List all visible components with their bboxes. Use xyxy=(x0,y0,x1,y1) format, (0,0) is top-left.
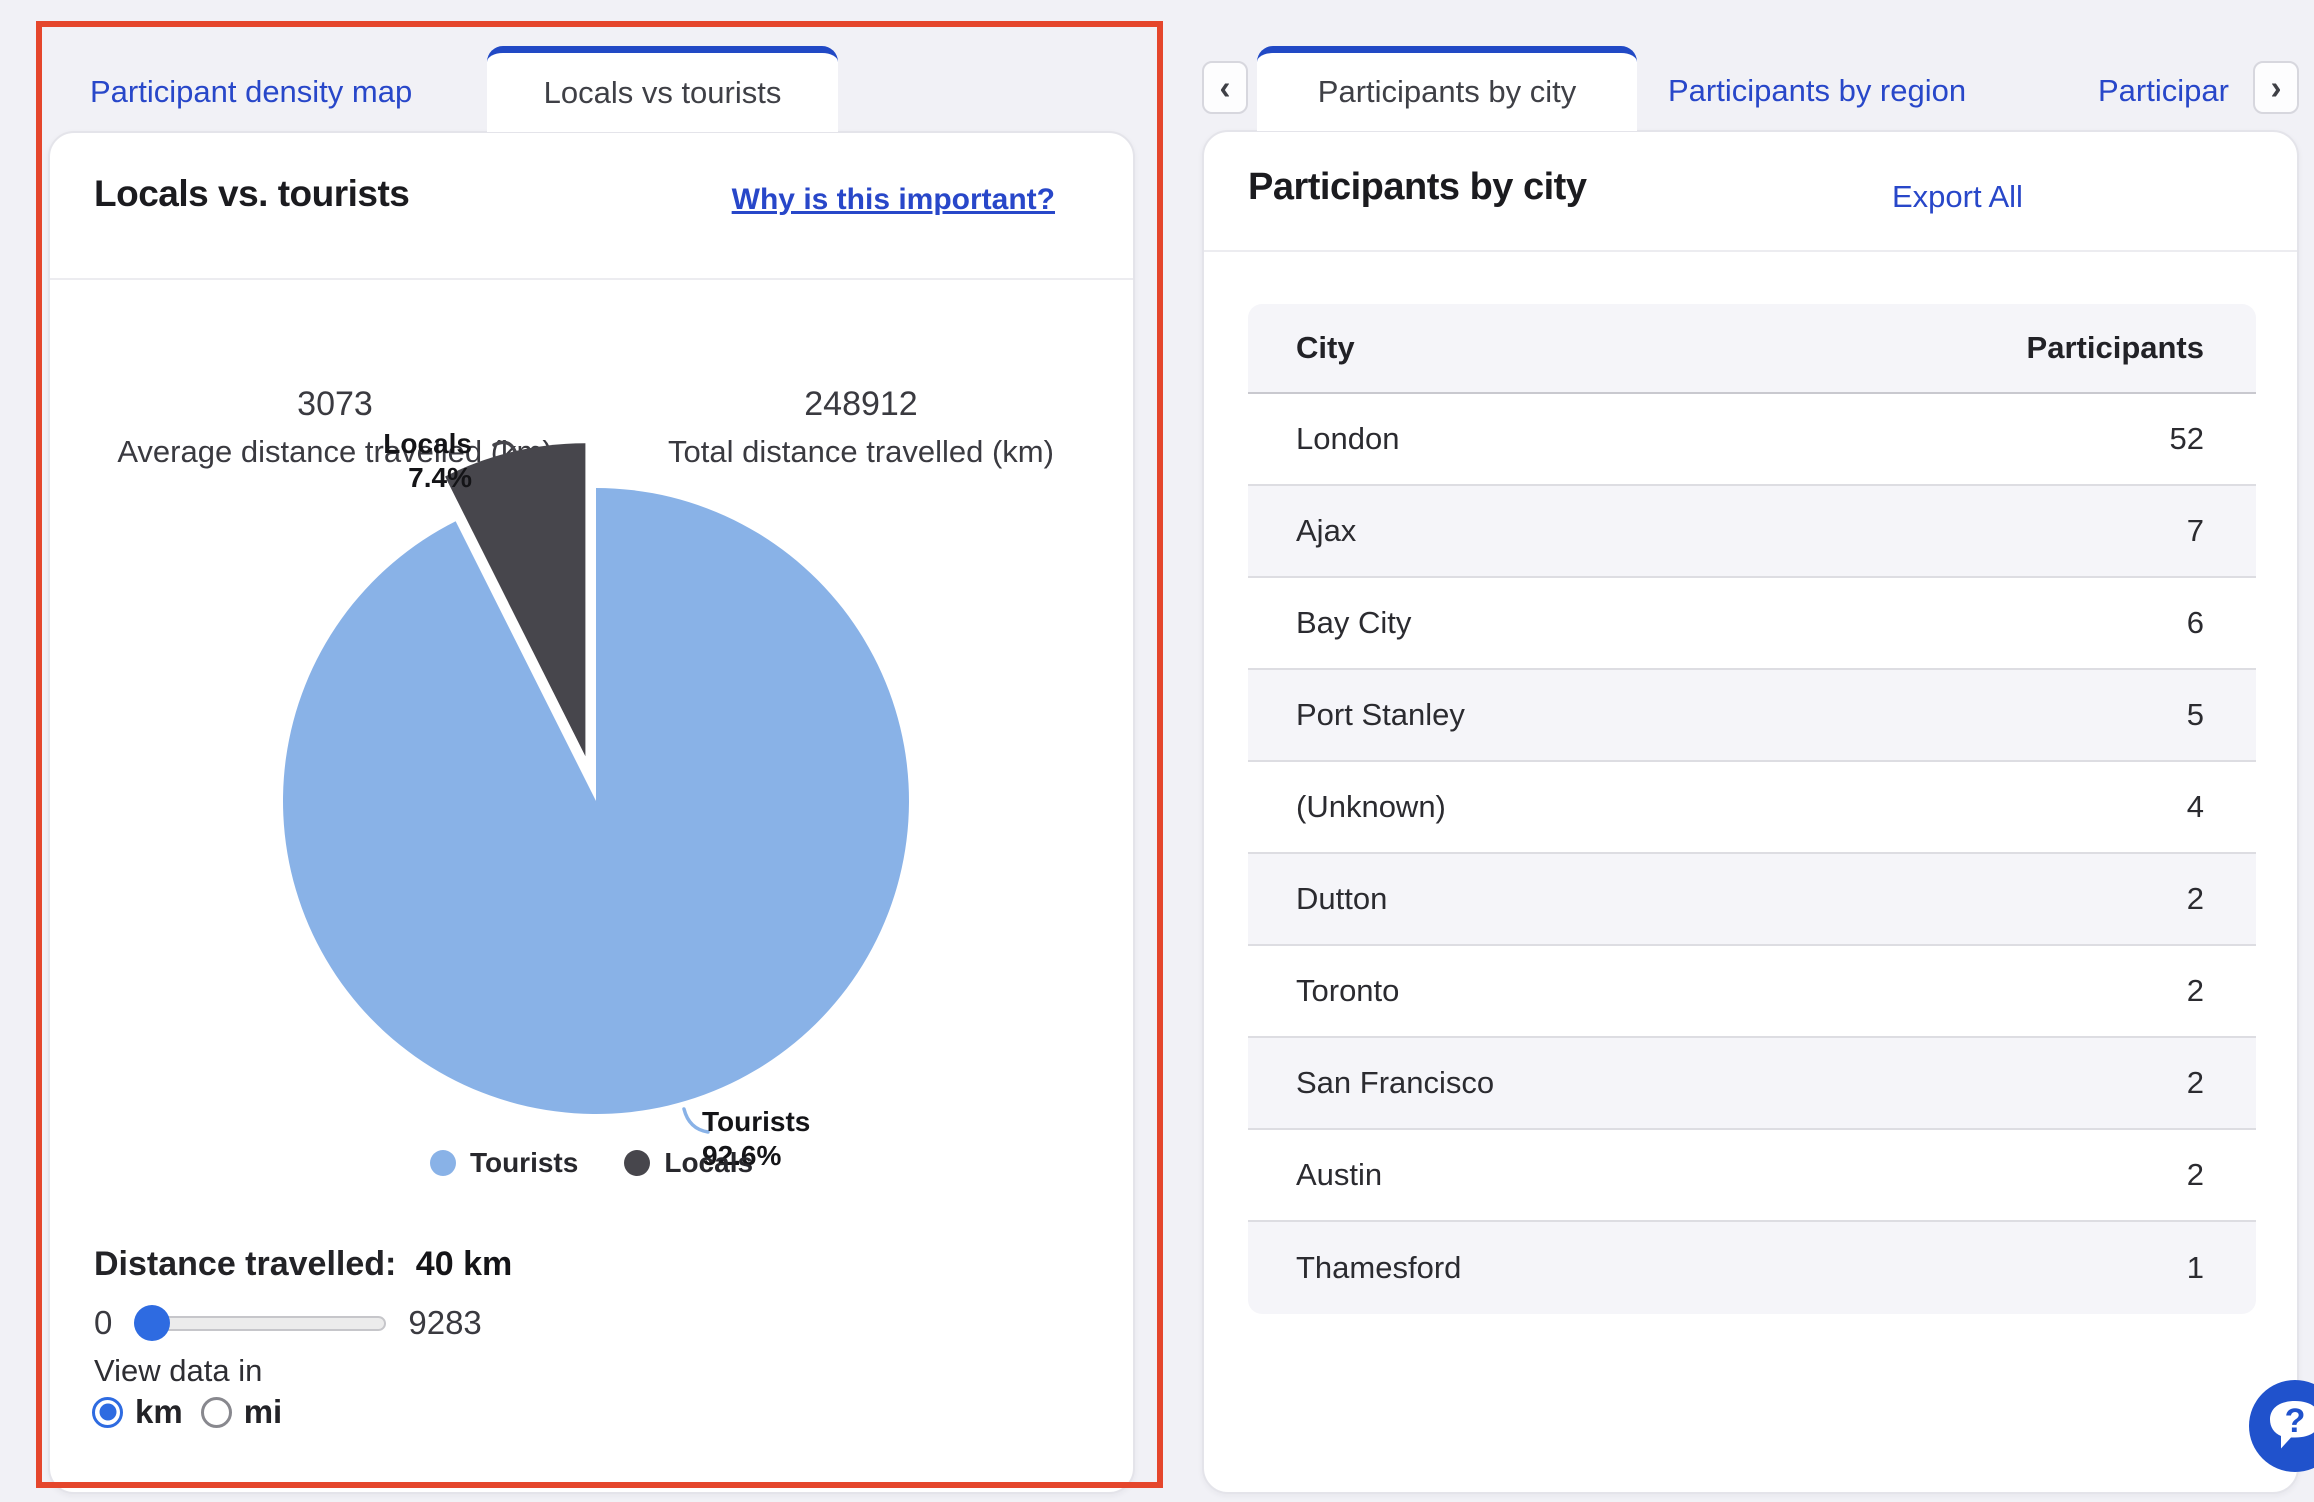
participants-cell: 52 xyxy=(2169,421,2204,456)
unit-option-mi[interactable]: mi xyxy=(200,1393,283,1431)
tabs-scroll-right-button[interactable]: › xyxy=(2253,61,2299,114)
city-cell: Austin xyxy=(1296,1157,1383,1192)
stat-value: 3073 xyxy=(297,385,373,423)
slider-max-label: 9283 xyxy=(408,1304,482,1341)
stat-total-distance: 248912 Total distance travelled (km) xyxy=(606,385,1116,470)
help-button[interactable]: ? xyxy=(2249,1380,2314,1472)
distance-slider-row: 0 9283 xyxy=(94,1301,482,1345)
participants-cell: 7 xyxy=(2186,513,2204,548)
left-card-title: Locals vs. tourists xyxy=(94,173,410,214)
city-table-rows: London 52 Ajax 7 Bay City 6 Port Stanley 5 (Unkn… xyxy=(1248,394,2256,1314)
pie-slice-locals xyxy=(445,443,586,757)
radio-label: km xyxy=(135,1393,183,1430)
legend-label: Tourists xyxy=(469,1147,579,1178)
table-header-row: City Participants xyxy=(1248,304,2256,394)
column-header-city: City xyxy=(1296,330,1355,365)
tab-participant-density-map[interactable]: Participant density map xyxy=(90,74,413,109)
participants-cell: 2 xyxy=(2186,881,2204,916)
export-all-link[interactable]: Export All xyxy=(1892,179,2023,214)
table-row: London 52 xyxy=(1248,394,2256,486)
legend-item-locals: Locals xyxy=(624,1147,753,1179)
participants-cell: 2 xyxy=(2186,973,2204,1008)
column-header-participants: Participants xyxy=(2026,330,2204,365)
locals-tourists-pie-chart xyxy=(282,440,909,1134)
city-cell: London xyxy=(1296,421,1400,456)
city-cell: Dutton xyxy=(1296,881,1388,916)
distance-slider-track[interactable] xyxy=(134,1305,387,1341)
participants-by-city-card: Participants by city Export All City Par… xyxy=(1202,130,2299,1494)
table-row: Thamesford 1 xyxy=(1248,1222,2256,1314)
slider-min-label: 0 xyxy=(94,1304,113,1341)
slice-label-name: Tourists xyxy=(702,1106,811,1137)
unit-option-km[interactable]: km xyxy=(92,1393,183,1431)
view-data-in-label: View data in xyxy=(94,1353,263,1388)
city-cell: Toronto xyxy=(1296,973,1400,1008)
unit-radio-group: km mi xyxy=(92,1393,282,1431)
participants-cell: 2 xyxy=(2186,1157,2204,1192)
legend-label: Locals xyxy=(664,1147,754,1178)
tourists-callout-line xyxy=(682,1107,710,1134)
distance-value: 40 km xyxy=(406,1245,513,1283)
chart-legend: Tourists Locals xyxy=(50,1147,1133,1179)
table-row: San Francisco 2 xyxy=(1248,1038,2256,1130)
legend-dot-icon xyxy=(429,1150,456,1176)
participants-by-city-table: City Participants London 52 Ajax 7 Bay City 6… xyxy=(1248,304,2256,1314)
participants-cell: 4 xyxy=(2186,789,2204,824)
table-row: (Unknown) 4 xyxy=(1248,762,2256,854)
tab-label: Locals vs tourists xyxy=(543,74,782,110)
legend-item-tourists: Tourists xyxy=(429,1147,579,1179)
radio-selected-icon[interactable] xyxy=(92,1396,123,1428)
legend-dot-icon xyxy=(624,1150,651,1176)
table-row: Dutton 2 xyxy=(1248,854,2256,946)
svg-text:?: ? xyxy=(2285,1402,2306,1440)
table-row: Austin 2 xyxy=(1248,1130,2256,1222)
distance-label-prefix: Distance travelled: xyxy=(94,1245,397,1283)
tab-participants-by-region[interactable]: Participants by region xyxy=(1668,73,1967,108)
header-divider xyxy=(1204,250,2297,252)
why-is-this-important-link[interactable]: Why is this important? xyxy=(731,183,1055,216)
chevron-right-icon: › xyxy=(2270,68,2282,106)
tab-participants-truncated[interactable]: Participar xyxy=(2098,73,2229,108)
slice-label-pct: 7.4% xyxy=(408,461,472,493)
table-row: Ajax 7 xyxy=(1248,486,2256,578)
radio-label: mi xyxy=(243,1393,283,1430)
pie-slice-tourists xyxy=(282,488,909,1114)
tab-locals-vs-tourists[interactable]: Locals vs tourists xyxy=(487,46,838,132)
participants-cell: 1 xyxy=(2186,1250,2204,1285)
distance-slider-thumb[interactable] xyxy=(134,1305,171,1341)
table-row: Port Stanley 5 xyxy=(1248,670,2256,762)
chevron-left-icon: ‹ xyxy=(1219,68,1231,106)
city-cell: Bay City xyxy=(1296,605,1412,640)
tab-label: Participants by city xyxy=(1317,74,1577,109)
right-card-title: Participants by city xyxy=(1248,166,1587,208)
tourists-slice-label: Tourists 92.6% xyxy=(702,1105,810,1172)
city-cell: (Unknown) xyxy=(1296,789,1446,824)
city-cell: Thamesford xyxy=(1296,1250,1462,1285)
city-cell: Port Stanley xyxy=(1296,697,1465,732)
tab-participants-by-city[interactable]: Participants by city xyxy=(1257,46,1637,131)
radio-unselected-icon[interactable] xyxy=(200,1396,232,1428)
participants-cell: 2 xyxy=(2186,1065,2204,1100)
stat-value: 248912 xyxy=(804,385,918,423)
city-cell: San Francisco xyxy=(1296,1065,1495,1100)
slice-label-name: Locals xyxy=(383,428,472,459)
participants-cell: 5 xyxy=(2186,697,2204,732)
table-row: Bay City 6 xyxy=(1248,578,2256,670)
slice-label-pct: 92.6% xyxy=(702,1139,782,1171)
city-cell: Ajax xyxy=(1296,513,1357,548)
tabs-scroll-left-button[interactable]: ‹ xyxy=(1202,61,1248,114)
participants-cell: 6 xyxy=(2186,605,2204,640)
distance-travelled-label: Distance travelled: 40 km xyxy=(94,1245,512,1284)
help-speech-bubble-icon: ? xyxy=(2270,1401,2314,1449)
locals-slice-label: Locals 7.4% xyxy=(322,427,472,494)
stat-label: Total distance travelled (km) xyxy=(668,434,1054,469)
locals-vs-tourists-card: Locals vs. tourists Why is this importan… xyxy=(48,131,1135,1494)
table-row: Toronto 2 xyxy=(1248,946,2256,1038)
header-divider xyxy=(50,278,1133,280)
